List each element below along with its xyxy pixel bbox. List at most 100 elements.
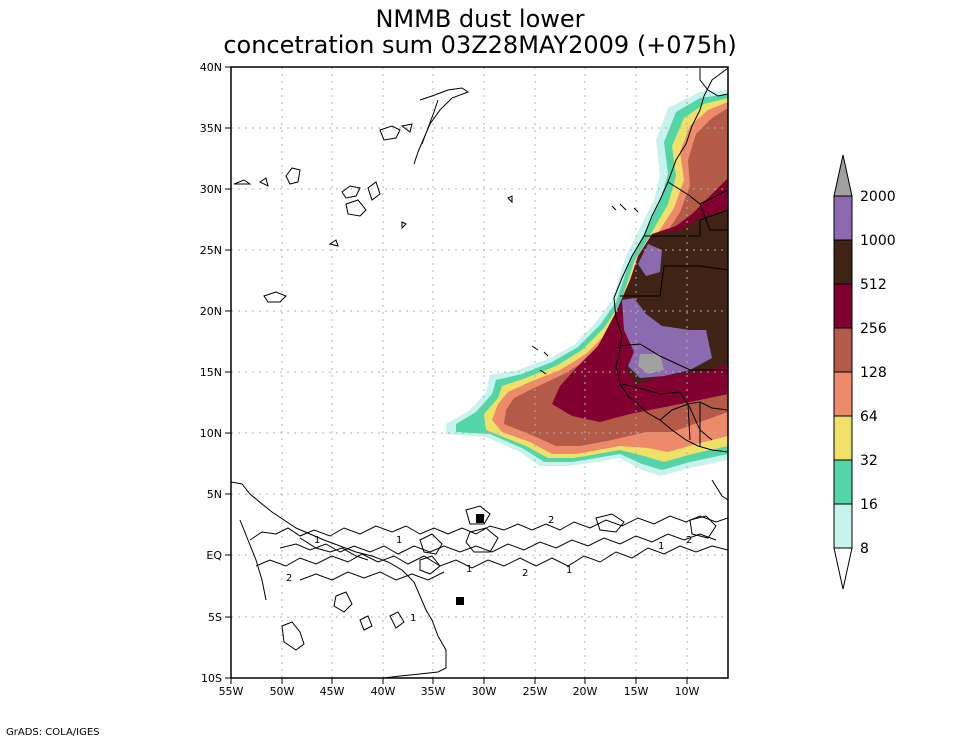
legend-label: 8: [860, 541, 869, 557]
itcz-cell-9: [419, 533, 443, 555]
legend-swatch-underflow: [833, 547, 853, 590]
grads-credit: GrADS: COLA/IGES: [6, 727, 100, 738]
border-ghana: [687, 402, 701, 446]
legend-label: 1000: [860, 233, 896, 249]
itcz-contour-band-4: [299, 571, 445, 581]
contour-label: 2: [522, 568, 528, 579]
legend-swatch: [833, 195, 853, 241]
south-america-interior: [239, 519, 267, 601]
lon-label: 40W: [371, 685, 396, 698]
cloud-contour-8: [328, 239, 339, 247]
cape-verde: [531, 345, 549, 375]
dust-level-2000: [638, 354, 664, 374]
lon-label: 50W: [270, 685, 295, 698]
contour-label: 1: [314, 535, 320, 546]
lat-label: 20N: [200, 305, 222, 318]
contour-label: 1: [566, 565, 572, 576]
contour-label: 2: [686, 535, 692, 546]
legend-label: 64: [860, 409, 878, 425]
legend-swatch: [833, 415, 853, 461]
itcz-cell-7: [595, 513, 625, 533]
grid-lines: [231, 67, 728, 678]
legend-label: 256: [860, 321, 887, 337]
lat-label: 30N: [200, 183, 222, 196]
gulf-of-guinea-coast: [711, 479, 728, 501]
lon-label: 10W: [675, 685, 700, 698]
border-mali: [620, 265, 728, 297]
cloud-contour-2: [341, 185, 361, 199]
cloud-contour-9: [401, 221, 407, 230]
latitude-labels: 40N 35N 30N 25N 20N 15N 10N 5N EQ 5S 10S: [200, 61, 223, 685]
itcz-cell-3: [419, 555, 441, 575]
legend-swatch: [833, 503, 853, 549]
lat-label: 40N: [200, 61, 222, 74]
cloud-contour-3: [345, 199, 367, 217]
coastlines-and-contours: [231, 67, 728, 678]
lon-label: 30W: [472, 685, 497, 698]
itcz-contour-band: [249, 515, 728, 541]
contour-label: 1: [658, 541, 664, 552]
contour-label: 1: [466, 564, 472, 575]
south-america-coastline: [231, 481, 447, 678]
itcz-cell-6: [389, 611, 405, 629]
itcz-filled-cell-2: [456, 597, 464, 605]
africa-coastline: [613, 67, 728, 453]
legend-swatch-overflow: [833, 154, 853, 197]
lat-label: 5N: [207, 488, 222, 501]
itcz-cell-8: [689, 515, 717, 539]
cloud-contour-7: [259, 177, 269, 187]
contour-label: 1: [410, 613, 416, 624]
itcz-cell-5: [333, 591, 353, 613]
contour-labels: 1 2 1 1 2 1 2 1 2 1: [286, 515, 692, 624]
itcz-contour-band-3: [279, 533, 717, 555]
legend-swatch: [833, 239, 853, 285]
legend-label: 512: [860, 277, 887, 293]
legend-swatch: [833, 327, 853, 373]
lon-label: 25W: [523, 685, 548, 698]
itcz-cell-4: [281, 621, 305, 651]
lat-label: 5S: [208, 611, 222, 624]
itcz-cell-2: [465, 527, 499, 553]
azores: [379, 123, 413, 141]
border-mauritania: [644, 209, 728, 237]
axis-ticks: [225, 66, 688, 684]
cloud-contour-1: [285, 167, 301, 185]
cloud-contour-5: [263, 291, 287, 303]
dust-level-1000-north: [638, 244, 662, 276]
legend-labels: 2000 1000 512 256 128 64 32 16 8: [860, 189, 896, 557]
legend-swatch: [833, 459, 853, 505]
legend-label: 32: [860, 453, 878, 469]
longitude-labels: 55W 50W 45W 40W 35W 30W 25W 20W 15W 10W: [219, 685, 700, 698]
lon-label: 20W: [573, 685, 598, 698]
lon-label: 15W: [624, 685, 649, 698]
dust-concentration-field: [446, 90, 728, 476]
color-legend: [833, 154, 853, 590]
lat-label: 25N: [200, 244, 222, 257]
cloud-contour-10: [507, 195, 513, 204]
border-ivory: [659, 401, 728, 421]
lat-label: 10S: [201, 672, 222, 685]
lat-label: 10N: [200, 427, 222, 440]
azores-front: [413, 87, 470, 165]
map-title-line-2: concetration sum 03Z28MAY2009 (+075h): [223, 31, 737, 59]
legend-swatch: [833, 371, 853, 417]
legend-label: 128: [860, 365, 887, 381]
canary-islands: [611, 203, 639, 213]
cloud-contour-6: [233, 179, 252, 185]
lon-label: 35W: [421, 685, 446, 698]
lat-label: 15N: [200, 366, 222, 379]
lat-label: EQ: [206, 549, 222, 562]
legend-label: 16: [860, 497, 878, 513]
iberia-coastline: [699, 68, 728, 97]
map-title-line-1: NMMB dust lower: [375, 5, 585, 33]
cloud-contour-4: [367, 181, 381, 201]
itcz-filled-cell-1: [476, 514, 484, 523]
lon-label: 55W: [219, 685, 244, 698]
contour-label: 1: [396, 535, 402, 546]
contour-label: 2: [286, 573, 292, 584]
itcz-cell-10: [359, 615, 373, 631]
contour-label: 2: [548, 515, 554, 526]
lat-label: 35N: [200, 122, 222, 135]
itcz-cell-1: [465, 505, 491, 525]
